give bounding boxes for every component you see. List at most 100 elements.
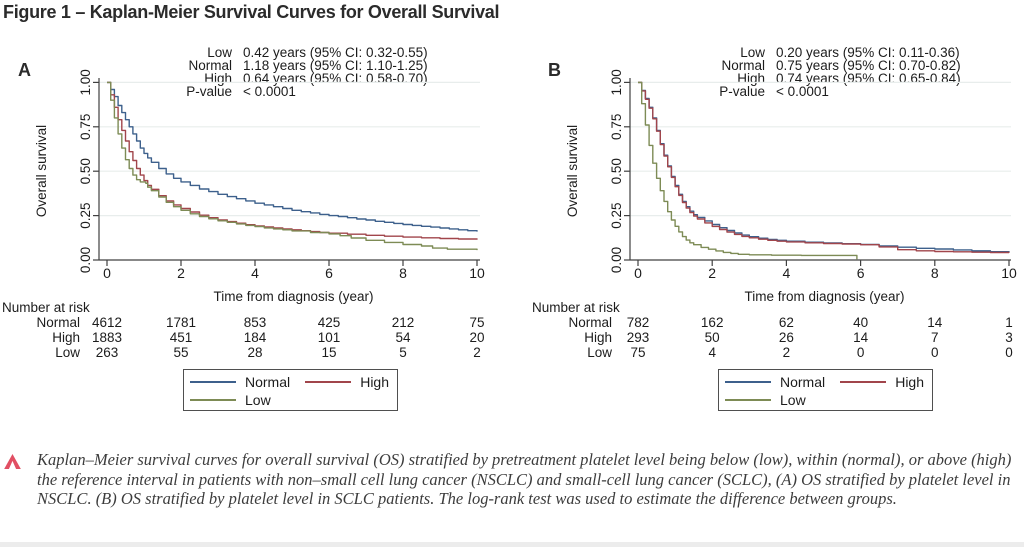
risk-value: 4612 [92,315,122,330]
risk-row-label: High [584,330,612,345]
risk-value: 5 [399,345,407,360]
figure-title: Figure 1 – Kaplan-Meier Survival Curves … [3,2,500,22]
y-tick-label: 1.00 [78,69,93,95]
legend-line-swatch [725,399,771,401]
legend-entry-normal: Normal [190,374,290,390]
km-curve-normal [107,81,478,232]
legend-box: Normal High Low [718,369,933,411]
risk-value: 2 [783,345,791,360]
legend-entry-high: High [305,374,389,390]
risk-value: 7 [931,330,939,345]
risk-value: 263 [96,345,119,360]
legend-entry-low: Low [190,392,271,408]
legend-entry-normal: Normal [725,374,825,390]
risk-value: 3 [1005,330,1013,345]
risk-value: 14 [927,315,943,330]
risk-value: 782 [627,315,650,330]
risk-value: 293 [627,330,650,345]
stat-label: P-value [719,84,765,99]
stat-row: Normal 0.75 years (95% CI: 0.70-0.82) [670,58,961,73]
y-axis-title: Overall survival [565,125,580,217]
risk-value: 425 [318,315,341,330]
risk-value: 0 [857,345,865,360]
x-axis-title: Time from diagnosis (year) [213,289,373,304]
legend-entry-high: High [840,374,924,390]
legend-line-swatch [840,381,887,383]
risk-value: 14 [853,330,869,345]
legend-row: Normal High [190,373,389,391]
x-tick-label: 0 [634,265,642,281]
y-axis-title: Overall survival [34,125,49,217]
km-panel-a: Low 0.42 years (95% CI: 0.32-0.55) Normal 1… [0,40,512,448]
risk-value: 50 [705,330,720,345]
risk-row-label: Normal [36,315,80,330]
risk-value: 2 [473,345,481,360]
risk-value: 0 [931,345,939,360]
stat-value: 0.42 years (95% CI: 0.32-0.55) [243,45,428,60]
x-tick-label: 6 [325,265,333,281]
y-tick-label: 0.00 [78,247,93,273]
risk-value: 54 [395,330,411,345]
legend-label: Low [245,392,271,408]
x-tick-label: 0 [103,265,111,281]
risk-value: 28 [247,345,262,360]
stat-row: P-value < 0.0001 [670,84,961,99]
stat-label: Normal [188,58,232,73]
legend-label: Normal [780,374,826,390]
stat-row: Low 0.20 years (95% CI: 0.11-0.36) [670,45,961,60]
legend-line-swatch [190,381,236,383]
risk-row-label: Low [587,345,612,360]
km-curve-low [638,81,858,260]
legend-row: Low [725,391,924,409]
risk-value: 20 [469,330,484,345]
risk-value: 212 [392,315,415,330]
risk-value: 101 [318,330,341,345]
stat-label: P-value [186,84,232,99]
stat-row: P-value < 0.0001 [137,84,428,99]
legend-line-swatch [305,381,352,383]
legend-row: Normal High [725,373,924,391]
risk-value: 451 [170,330,193,345]
risk-value: 853 [244,315,267,330]
risk-value: 75 [630,345,645,360]
bottom-divider [0,542,1024,547]
x-tick-label: 2 [708,265,716,281]
legend-label: Low [780,392,806,408]
y-tick-label: 1.00 [609,69,624,95]
legend-line-swatch [725,381,771,383]
x-tick-label: 8 [399,265,407,281]
risk-value: 15 [321,345,336,360]
km-curve-normal [638,81,1010,253]
stat-row: Low 0.42 years (95% CI: 0.32-0.55) [137,45,428,60]
panel-label: A [18,60,31,80]
legend-box: Normal High Low [183,369,398,411]
risk-row-label: Normal [568,315,612,330]
y-tick-label: 0.75 [78,114,93,140]
risk-value: 0 [1005,345,1013,360]
stat-value: 1.18 years (95% CI: 1.10-1.25) [243,58,428,73]
risk-value: 40 [853,315,868,330]
y-tick-label: 0.50 [78,158,93,184]
stat-value: 0.75 years (95% CI: 0.70-0.82) [776,58,961,73]
y-tick-label: 0.75 [609,114,624,140]
legend-label: Normal [245,374,291,390]
legend-row: Low [190,391,389,409]
km-curve-high [638,81,1010,254]
risk-value: 1883 [92,330,122,345]
y-tick-label: 0.25 [609,202,624,228]
x-tick-label: 2 [177,265,185,281]
panel-label: B [548,60,561,80]
number-at-risk-header: Number at risk [532,300,620,315]
caption-text: Kaplan–Meier survival curves for overall… [37,450,1012,508]
x-tick-label: 10 [469,265,485,281]
stat-label: Low [207,45,232,60]
x-tick-label: 4 [251,265,259,281]
stat-value: 0.20 years (95% CI: 0.11-0.36) [776,45,960,60]
risk-value: 184 [244,330,267,345]
risk-value: 1 [1005,315,1013,330]
km-panel-b: Low 0.20 years (95% CI: 0.11-0.36) Normal 0… [512,40,1024,448]
legend-label: High [895,374,924,390]
